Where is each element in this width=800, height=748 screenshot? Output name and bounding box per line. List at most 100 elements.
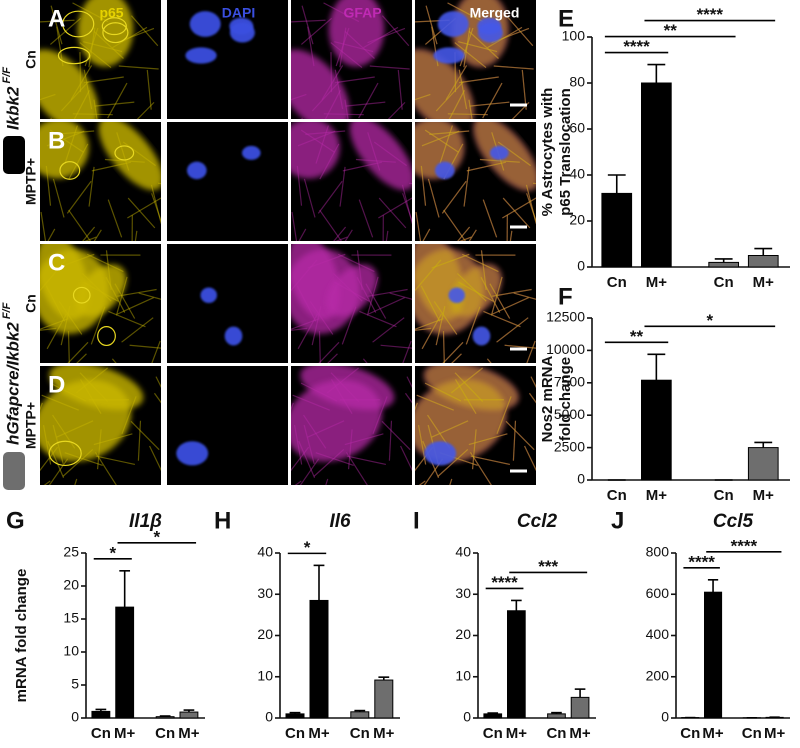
error-bar [183, 709, 195, 713]
y-tick-label: 40 [455, 544, 471, 560]
fiber [291, 19, 326, 23]
fiber [318, 341, 340, 363]
nucleus-outline [48, 440, 82, 467]
fiber [389, 292, 412, 300]
fiber [431, 420, 469, 438]
fiber [359, 310, 397, 328]
significance-label: * [153, 527, 160, 546]
error-bar [487, 712, 499, 714]
fiber [528, 392, 536, 404]
fiber [470, 455, 511, 466]
fiber [425, 5, 438, 45]
error-bar [289, 711, 301, 714]
fiber [68, 143, 89, 180]
fiber [146, 69, 152, 110]
fiber [372, 396, 388, 435]
significance-label: ** [630, 327, 644, 346]
x-tick-label: M+ [178, 725, 199, 742]
cell-body [415, 379, 507, 462]
fiber [43, 480, 51, 485]
fiber [344, 433, 384, 446]
fiber [421, 313, 443, 350]
fiber [58, 301, 83, 335]
fiber [463, 27, 471, 68]
fiber [324, 90, 341, 119]
fiber [381, 420, 411, 451]
fiber [466, 161, 507, 172]
nucleus [434, 161, 455, 180]
fiber [327, 353, 338, 363]
fiber [445, 65, 468, 101]
genotype-superscript: F/F [1, 67, 13, 84]
fiber [513, 292, 536, 300]
fiber [118, 65, 159, 70]
fiber [46, 130, 85, 147]
fiber [151, 340, 161, 363]
fiber [415, 211, 422, 241]
nucleus-outline [72, 286, 91, 304]
fiber [93, 30, 124, 59]
fiber [458, 281, 494, 302]
error-bar [607, 174, 626, 194]
fiber [96, 429, 102, 470]
micrograph [167, 0, 288, 119]
fiber [459, 236, 472, 241]
fiber [79, 379, 102, 415]
y-tick-label: 25 [63, 544, 79, 560]
micrograph [167, 244, 288, 363]
micrograph-bg [167, 366, 288, 485]
fiber [526, 340, 536, 363]
fiber [305, 130, 346, 135]
condition-label: MPTP+ [23, 402, 39, 449]
fiber [112, 26, 148, 49]
fiber [525, 184, 536, 224]
fiber [406, 376, 412, 388]
fiber [443, 209, 467, 241]
nucleus [477, 22, 503, 43]
nucleus [241, 145, 261, 160]
fiber [454, 42, 487, 69]
nucleus [437, 11, 469, 37]
y-tick-label: 5000 [554, 406, 585, 422]
column-label: GFAP [343, 5, 381, 21]
y-tick-label: 40 [257, 544, 273, 560]
error-bar [574, 688, 586, 698]
cell-body [291, 379, 383, 462]
fiber [433, 301, 458, 335]
fiber [344, 229, 353, 241]
fiber [469, 101, 510, 107]
fiber [421, 130, 460, 147]
fiber [64, 125, 78, 164]
fiber [151, 193, 161, 223]
fiber [483, 310, 521, 328]
bar [374, 679, 394, 719]
fiber [496, 317, 529, 343]
nucleus-outline [114, 145, 135, 161]
y-tick-label: 40 [569, 166, 585, 182]
fiber [493, 65, 534, 70]
significance-label: **** [697, 5, 724, 24]
significance-label: *** [538, 557, 558, 576]
y-tick-label: 12500 [546, 309, 585, 325]
x-tick-label: Cn [742, 725, 762, 742]
micrograph-bg [167, 244, 288, 363]
fiber [415, 93, 431, 101]
fiber [93, 433, 133, 446]
fiber [468, 99, 473, 119]
fiber [40, 211, 47, 241]
fiber [47, 440, 65, 479]
nucleus [224, 326, 243, 346]
fiber [387, 101, 406, 119]
fiber [311, 81, 340, 112]
fiber [368, 296, 405, 315]
fiber [458, 69, 468, 110]
fiber [369, 65, 410, 70]
fiber [105, 250, 112, 291]
y-tick-label: 200 [646, 667, 670, 683]
fiber [492, 296, 529, 315]
fiber [378, 197, 407, 229]
panel-letter: F [558, 283, 573, 310]
fiber [95, 455, 136, 466]
fiber [418, 480, 426, 485]
